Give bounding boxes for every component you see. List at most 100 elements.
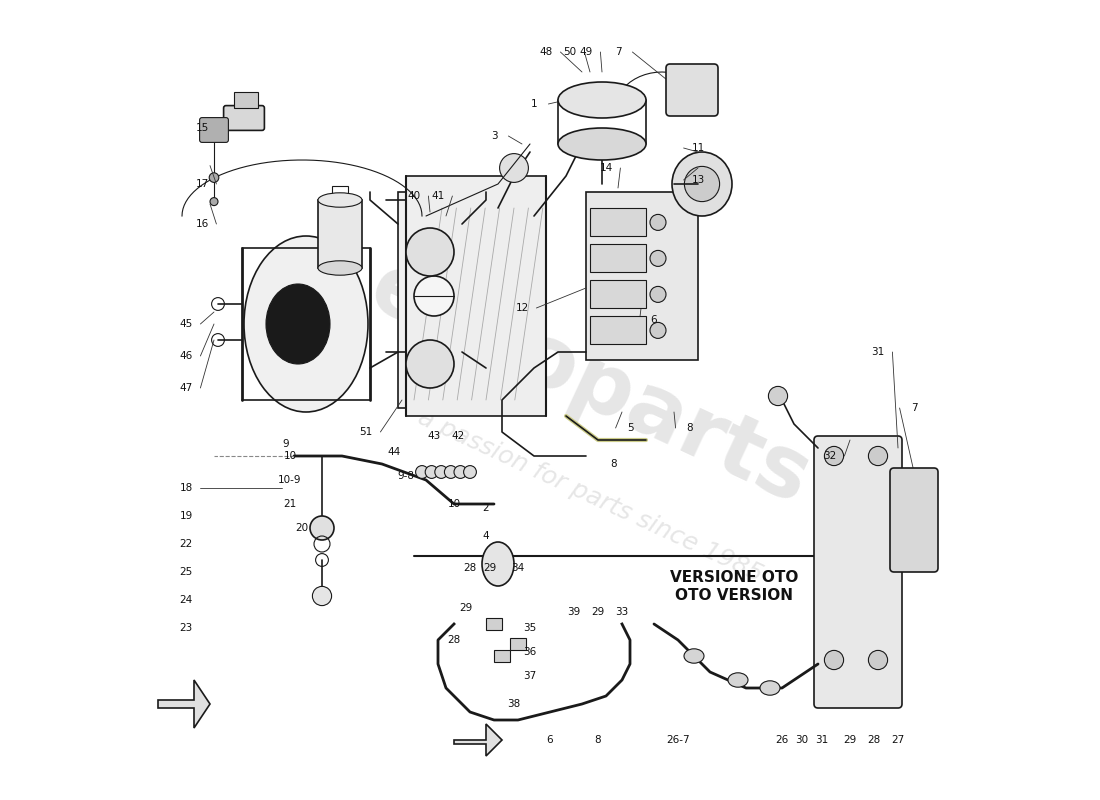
Circle shape (824, 650, 844, 670)
Text: 46: 46 (179, 351, 192, 361)
Circle shape (868, 650, 888, 670)
Circle shape (692, 98, 701, 106)
Text: 13: 13 (692, 175, 705, 185)
Bar (590, 244, 646, 272)
Text: 3: 3 (491, 131, 497, 141)
Text: 17: 17 (196, 179, 209, 189)
Ellipse shape (760, 681, 780, 695)
Text: 29: 29 (844, 735, 857, 745)
Text: 1: 1 (530, 99, 537, 109)
Text: 29: 29 (592, 607, 605, 617)
Text: 14: 14 (600, 163, 613, 173)
Text: europarts: europarts (356, 246, 824, 522)
Circle shape (901, 498, 912, 510)
Circle shape (692, 82, 701, 90)
Text: 28: 28 (463, 563, 476, 573)
Bar (590, 208, 646, 236)
Text: 25: 25 (179, 567, 192, 577)
Bar (486, 618, 502, 630)
Circle shape (454, 466, 466, 478)
Text: 8: 8 (610, 459, 617, 469)
Text: 10: 10 (284, 451, 297, 461)
Ellipse shape (318, 261, 362, 275)
FancyBboxPatch shape (199, 118, 229, 142)
Ellipse shape (684, 649, 704, 663)
Text: 29: 29 (483, 563, 496, 573)
Text: 47: 47 (179, 383, 192, 393)
Circle shape (650, 286, 666, 302)
FancyBboxPatch shape (223, 106, 264, 130)
Text: 11: 11 (692, 143, 705, 153)
Bar (318, 200, 362, 268)
FancyBboxPatch shape (814, 436, 902, 708)
Text: 49: 49 (580, 47, 593, 57)
Circle shape (210, 198, 218, 206)
Text: 10-9: 10-9 (278, 475, 301, 485)
Circle shape (901, 522, 912, 534)
Text: 4: 4 (483, 531, 490, 541)
Text: 27: 27 (891, 735, 904, 745)
Text: 28: 28 (448, 635, 461, 645)
Text: 26: 26 (776, 735, 789, 745)
Circle shape (676, 82, 684, 90)
Circle shape (310, 516, 334, 540)
Text: a passion for parts since 1985: a passion for parts since 1985 (414, 406, 767, 586)
Circle shape (650, 214, 666, 230)
Text: 41: 41 (431, 191, 444, 201)
Circle shape (416, 466, 428, 478)
Ellipse shape (728, 673, 748, 687)
Text: 36: 36 (524, 647, 537, 657)
Text: 18: 18 (179, 483, 192, 493)
Circle shape (499, 154, 528, 182)
Ellipse shape (244, 236, 369, 412)
Text: 8: 8 (595, 735, 602, 745)
Text: 10: 10 (448, 499, 461, 509)
Text: 21: 21 (284, 499, 297, 509)
Ellipse shape (482, 542, 514, 586)
Text: 5: 5 (627, 423, 634, 433)
Text: 40: 40 (407, 191, 420, 201)
Text: 32: 32 (824, 451, 837, 461)
Circle shape (684, 166, 719, 202)
Circle shape (414, 276, 454, 316)
Circle shape (650, 322, 666, 338)
Text: 51: 51 (360, 427, 373, 437)
Text: 44: 44 (387, 447, 400, 457)
Text: 12: 12 (516, 303, 529, 313)
Bar (586, 192, 698, 360)
Text: 16: 16 (196, 219, 209, 229)
Text: OTO VERSION: OTO VERSION (675, 589, 793, 603)
Text: 24: 24 (179, 595, 192, 605)
Text: 19: 19 (179, 511, 192, 521)
Text: 34: 34 (512, 563, 525, 573)
Circle shape (209, 173, 219, 182)
Text: 20: 20 (296, 523, 309, 533)
Text: 6: 6 (547, 735, 553, 745)
Polygon shape (454, 724, 502, 756)
Text: 8: 8 (686, 423, 693, 433)
FancyBboxPatch shape (890, 468, 938, 572)
Circle shape (434, 466, 448, 478)
Text: 38: 38 (507, 699, 520, 709)
Circle shape (901, 546, 912, 558)
Text: 26-7: 26-7 (667, 735, 690, 745)
Bar (590, 280, 646, 308)
Ellipse shape (558, 82, 646, 118)
Ellipse shape (558, 128, 646, 160)
Text: 37: 37 (524, 671, 537, 681)
Text: 23: 23 (179, 623, 192, 633)
Ellipse shape (318, 193, 362, 207)
Circle shape (650, 250, 666, 266)
Text: 29: 29 (460, 603, 473, 613)
Text: VERSIONE OTO: VERSIONE OTO (670, 570, 799, 585)
Text: 39: 39 (568, 607, 581, 617)
Circle shape (463, 466, 476, 478)
Circle shape (426, 466, 438, 478)
Circle shape (824, 446, 844, 466)
Ellipse shape (672, 152, 732, 216)
Bar (398, 192, 462, 408)
Circle shape (406, 340, 454, 388)
Text: 33: 33 (615, 607, 628, 617)
Text: 2: 2 (483, 503, 490, 513)
Text: 22: 22 (179, 539, 192, 549)
